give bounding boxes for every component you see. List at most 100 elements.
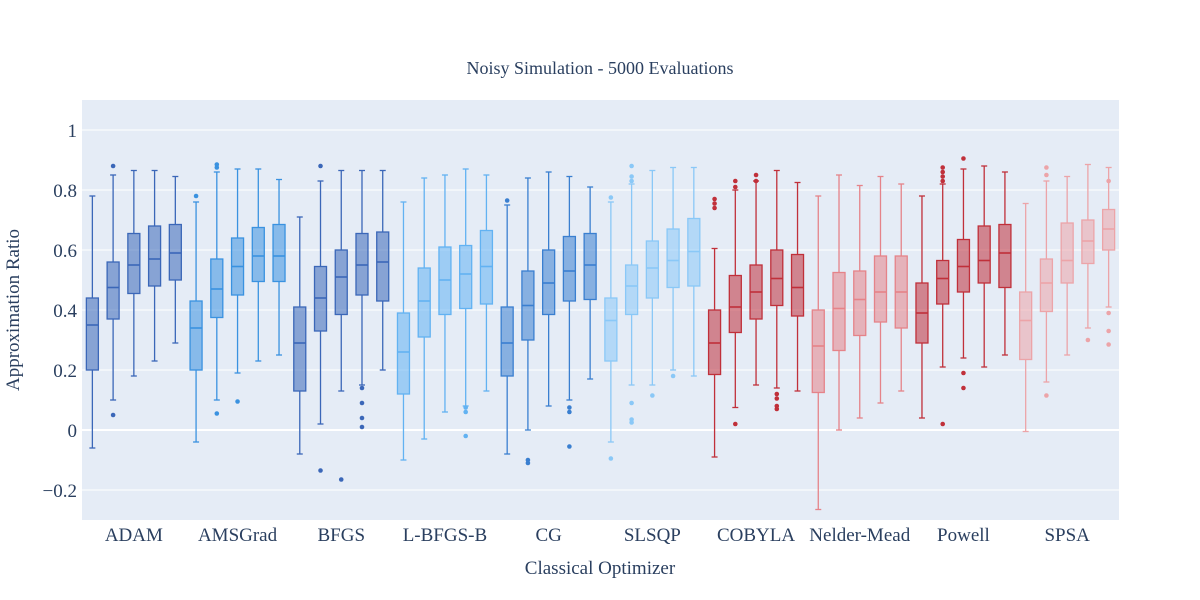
box-group xyxy=(85,163,182,449)
box-iqr xyxy=(790,253,805,317)
outlier-point xyxy=(1106,328,1111,334)
x-category-label: COBYLA xyxy=(717,525,795,546)
outlier-point xyxy=(774,396,780,401)
outlier-point xyxy=(733,178,738,184)
box-group xyxy=(1019,163,1116,433)
box-group xyxy=(293,163,390,482)
outlier-point xyxy=(193,193,199,199)
y-axis-ticks: −0.2 0 0.2 0.4 0.6 0.8 1 xyxy=(43,121,78,502)
box-iqr xyxy=(251,226,265,283)
box-iqr xyxy=(106,261,120,320)
box-iqr xyxy=(417,267,431,338)
outlier-point xyxy=(338,477,344,482)
outlier-point xyxy=(359,385,365,391)
outlier-point xyxy=(110,412,116,418)
x-axis-title: Classical Optimizer xyxy=(525,558,676,579)
x-category-label: Powell xyxy=(937,525,990,546)
x-category-label: AMSGrad xyxy=(198,525,278,546)
outlier-point xyxy=(629,400,634,406)
outlier-point xyxy=(940,174,946,179)
outlier-point xyxy=(650,393,655,398)
box-iqr xyxy=(147,225,162,287)
box-iqr xyxy=(936,259,950,305)
box-iqr xyxy=(811,309,825,394)
box-iqr xyxy=(189,300,203,371)
outlier-point xyxy=(733,421,738,427)
outlier-point xyxy=(961,370,966,376)
box-iqr xyxy=(853,270,867,337)
outlier-point xyxy=(214,162,220,167)
outlier-point xyxy=(629,178,634,184)
outlier-point xyxy=(774,403,780,409)
outlier-point xyxy=(712,201,717,206)
box-iqr xyxy=(604,297,618,362)
outlier-point xyxy=(629,174,634,179)
y-axis-title: Approximation Ratio xyxy=(3,229,24,391)
outlier-point xyxy=(567,409,572,415)
outlier-point xyxy=(318,468,323,473)
box-iqr xyxy=(728,274,742,334)
x-category-label: BFGS xyxy=(317,525,365,546)
box-group xyxy=(915,156,1012,427)
outlier-point xyxy=(1106,342,1111,347)
box-iqr xyxy=(376,231,390,302)
box-iqr xyxy=(645,240,659,299)
box-group xyxy=(604,163,701,461)
outlier-point xyxy=(961,385,966,391)
y-tick-label: 0 xyxy=(68,421,78,442)
outlier-point xyxy=(504,198,510,203)
outlier-point xyxy=(712,205,717,211)
outlier-point xyxy=(940,421,946,427)
box-iqr xyxy=(977,225,991,284)
y-tick-label: −0.2 xyxy=(43,481,77,502)
outlier-point xyxy=(1044,393,1049,398)
outlier-point xyxy=(608,195,614,200)
outlier-point xyxy=(961,156,966,161)
y-tick-label: 1 xyxy=(68,121,78,142)
outlier-point xyxy=(733,184,738,190)
box-iqr xyxy=(666,228,680,289)
outlier-point xyxy=(1085,337,1091,343)
box-iqr xyxy=(293,306,307,392)
box-iqr xyxy=(459,244,473,310)
x-category-label: L-BFGS-B xyxy=(403,525,487,546)
outlier-point xyxy=(712,196,717,202)
box-iqr xyxy=(1060,222,1074,284)
outlier-point xyxy=(359,424,365,430)
box-iqr xyxy=(873,255,888,323)
outlier-point xyxy=(567,444,572,449)
box-group xyxy=(811,174,908,511)
box-iqr xyxy=(1039,258,1054,313)
box-iqr xyxy=(1019,291,1033,361)
outlier-point xyxy=(629,163,634,169)
outlier-point xyxy=(1106,310,1111,316)
outlier-point xyxy=(774,391,780,397)
outlier-point xyxy=(463,409,468,415)
box-iqr xyxy=(832,271,846,352)
outlier-point xyxy=(359,415,365,421)
x-category-label: SLSQP xyxy=(624,525,681,546)
outlier-point xyxy=(214,411,220,416)
outlier-point xyxy=(567,405,572,410)
x-category-label: Nelder-Mead xyxy=(809,525,910,546)
box-iqr xyxy=(624,264,639,316)
outlier-point xyxy=(463,405,468,410)
outlier-point xyxy=(318,163,323,169)
outlier-point xyxy=(359,400,365,406)
box-iqr xyxy=(583,232,597,301)
outlier-point xyxy=(463,433,468,439)
outlier-point xyxy=(1106,178,1111,184)
box-iqr xyxy=(998,223,1012,289)
outlier-point xyxy=(940,165,946,170)
box-group xyxy=(500,171,597,466)
outlier-point xyxy=(1044,165,1049,170)
x-category-label: SPSA xyxy=(1044,525,1090,546)
outlier-point xyxy=(629,417,634,422)
box-series xyxy=(85,156,1116,511)
outlier-point xyxy=(1044,172,1049,178)
y-tick-label: 0.4 xyxy=(53,301,77,322)
outlier-point xyxy=(608,456,614,461)
outlier-point xyxy=(940,178,946,184)
box-iqr xyxy=(127,232,141,295)
box-iqr xyxy=(334,249,348,316)
